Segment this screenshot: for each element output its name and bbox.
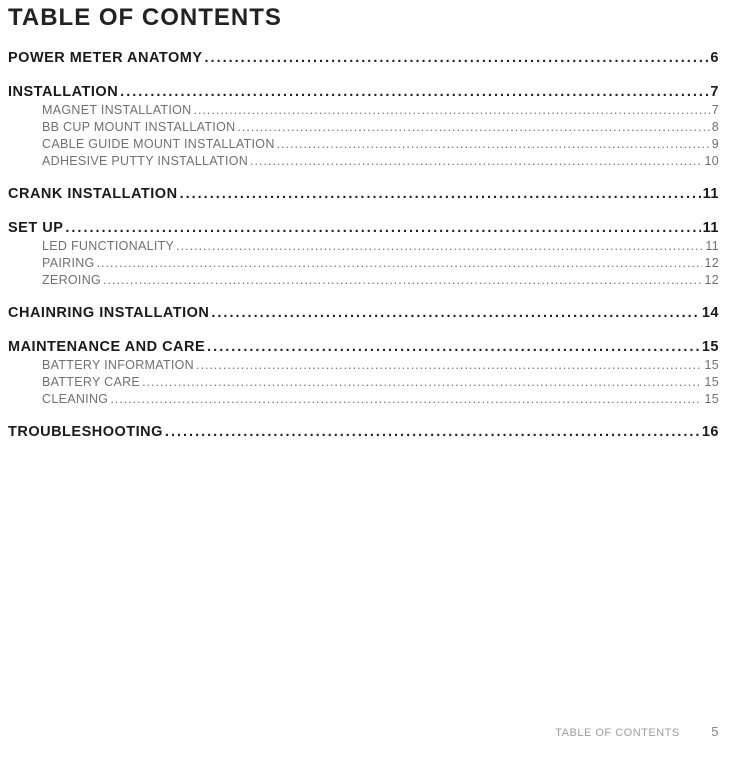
toc-sub-page: 10 [704,154,719,168]
toc-main-row: CRANK INSTALLATION 11 [8,186,719,202]
toc-leader [277,137,710,151]
toc-leader [237,120,709,134]
toc-main-row: MAINTENANCE AND CARE 15 [8,339,719,355]
toc-leader [103,273,702,287]
toc-sub-row: CLEANING 15 [8,392,719,406]
footer-page-number: 5 [711,724,719,739]
toc-sub-label: BB CUP MOUNT INSTALLATION [42,120,235,134]
toc-leader [250,154,702,168]
toc-sub-row: BB CUP MOUNT INSTALLATION 8 [8,120,719,134]
toc-sub-row: LED FUNCTIONALITY 11 [8,239,719,253]
toc-sub-page: 15 [704,375,719,389]
toc-main-label: INSTALLATION [8,84,118,100]
toc-sub-label: ADHESIVE PUTTY INSTALLATION [42,154,248,168]
toc-sub-page: 11 [705,239,719,253]
toc-sub-row: BATTERY CARE 15 [8,375,719,389]
toc-sub-row: BATTERY INFORMATION 15 [8,358,719,372]
toc-main-page: 11 [703,186,719,202]
toc-main-page: 7 [710,84,719,100]
toc-sub-label: ZEROING [42,273,101,287]
toc-main-label: SET UP [8,220,63,236]
toc-sub-label: LED FUNCTIONALITY [42,239,174,253]
toc-sub-page: 15 [704,392,719,406]
toc-leader [193,103,709,117]
toc-sub-label: CLEANING [42,392,108,406]
toc-leader [196,358,702,372]
toc-sub-page: 8 [712,120,719,134]
toc-sub-row: ADHESIVE PUTTY INSTALLATION 10 [8,154,719,168]
toc-leader [65,220,700,236]
toc-sub-row: CABLE GUIDE MOUNT INSTALLATION 9 [8,137,719,151]
toc-leader [120,84,708,100]
toc-sub-label: MAGNET INSTALLATION [42,103,191,117]
toc-sub-label: CABLE GUIDE MOUNT INSTALLATION [42,137,275,151]
toc-leader [110,392,702,406]
toc-sub-row: ZEROING 12 [8,273,719,287]
toc-main-page: 6 [710,50,719,66]
toc-main-page: 15 [702,339,719,355]
toc-main-row: INSTALLATION 7 [8,84,719,100]
footer: TABLE OF CONTENTS 5 [555,724,719,739]
toc-sub-page: 7 [712,103,719,117]
footer-label: TABLE OF CONTENTS [555,727,679,739]
toc-main-page: 16 [702,424,719,440]
toc-sub-page: 12 [704,273,719,287]
toc-sub-label: PAIRING [42,256,95,270]
toc-leader [176,239,703,253]
toc-leader [142,375,702,389]
toc-main-page: 11 [703,220,719,236]
toc-main-label: POWER METER ANATOMY [8,50,203,66]
toc-sub-label: BATTERY INFORMATION [42,358,194,372]
toc-main-row: CHAINRING INSTALLATION 14 [8,305,719,321]
toc-sub-row: MAGNET INSTALLATION 7 [8,103,719,117]
toc-main-label: CHAINRING INSTALLATION [8,305,209,321]
toc-main-row: TROUBLESHOOTING 16 [8,424,719,440]
toc-leader [97,256,703,270]
toc-leader [165,424,700,440]
toc-leader [211,305,699,321]
toc-main-page: 14 [702,305,719,321]
toc-main-label: CRANK INSTALLATION [8,186,178,202]
toc-sub-page: 9 [712,137,719,151]
toc-leader [207,339,700,355]
toc-sub-label: BATTERY CARE [42,375,140,389]
toc-main-row: POWER METER ANATOMY 6 [8,50,719,66]
page-title: TABLE OF CONTENTS [8,0,719,32]
toc-main-label: MAINTENANCE AND CARE [8,339,205,355]
page: TABLE OF CONTENTS POWER METER ANATOMY 6 IN… [0,0,749,440]
toc-sub-page: 12 [704,256,719,270]
toc-leader [180,186,701,202]
toc-sub-page: 15 [704,358,719,372]
toc-sub-row: PAIRING 12 [8,256,719,270]
toc-main-row: SET UP 11 [8,220,719,236]
toc-main-label: TROUBLESHOOTING [8,424,163,440]
toc-leader [205,50,709,66]
table-of-contents: POWER METER ANATOMY6INSTALLATION7MAGNET … [8,50,719,440]
